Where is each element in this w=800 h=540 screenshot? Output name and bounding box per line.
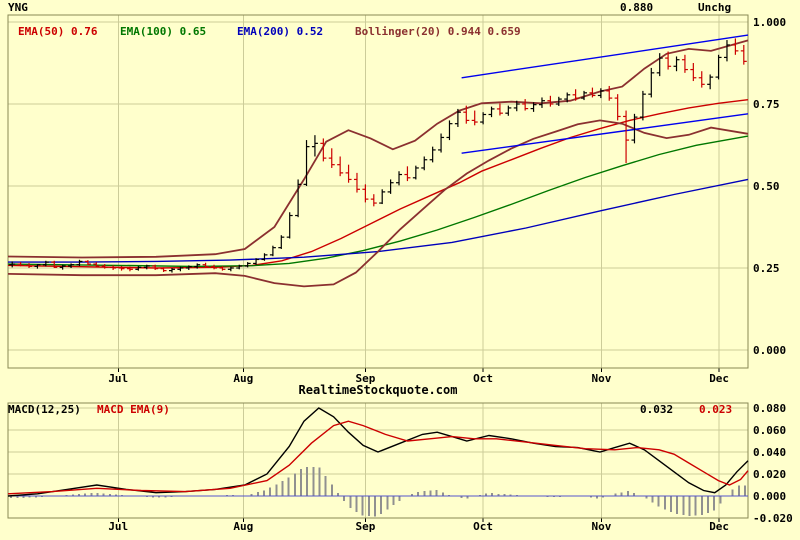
macd-histogram [10, 466, 746, 517]
macd-chart-y-axis-label: 0.080 [753, 402, 787, 415]
legend-ema50-label: EMA(50) [18, 25, 65, 38]
macd-chart-month-label: Nov [591, 520, 612, 533]
legend-ema100-label: EMA(100) [120, 25, 173, 38]
macd-chart-y-axis-label: 0.040 [753, 446, 787, 459]
macd-legend-signal: MACD EMA(9) [97, 403, 170, 416]
trendline-2 [461, 113, 749, 154]
legend-bollinger-label: Bollinger(20) [355, 25, 442, 38]
macd-legend-signal-value: 0.023 [699, 403, 733, 416]
site-caption: RealtimeStockquote.com [298, 383, 458, 397]
macd-chart-y-axis-label: -0.020 [753, 512, 793, 525]
overlay-bollinger-20-lower [7, 119, 749, 288]
price-change: Unchg [698, 1, 732, 14]
price-chart-y-axis-label: 0.000 [753, 344, 787, 357]
ticker-symbol: YNG [8, 1, 28, 14]
price-chart-month-label: Dec [709, 372, 730, 385]
legend-bollinger: Bollinger(20) 0.944 0.659 [355, 26, 521, 38]
overlay-bollinger-20-upper [7, 39, 749, 259]
price-chart-month-label: Nov [591, 372, 612, 385]
price-chart-month-label: Aug [233, 372, 254, 385]
macd-chart-y-axis-label: 0.060 [753, 424, 787, 437]
legend-ema50: EMA(50) 0.76 [18, 26, 97, 38]
overlay-ema-100- [7, 135, 749, 268]
macd-chart-month-label: Oct [473, 520, 494, 533]
price-chart-month-label: Oct [473, 372, 494, 385]
last-price: 0.880 [620, 1, 654, 14]
macd-chart-month-label: Sep [355, 520, 376, 533]
macd-chart [7, 402, 749, 522]
macd-chart-month-label: Aug [233, 520, 254, 533]
overlay-ema-50- [7, 99, 749, 269]
legend-ema200: EMA(200) 0.52 [237, 26, 323, 38]
legend-ema50-value: 0.76 [70, 25, 98, 38]
price-chart [7, 14, 749, 372]
legend-ema100-value: 0.65 [179, 25, 207, 38]
candles-layer [9, 38, 747, 273]
trendline-1 [461, 34, 749, 79]
price-chart-y-axis-label: 0.50 [753, 180, 780, 193]
price-series-layer [7, 34, 749, 288]
price-chart-y-axis-label: 1.000 [753, 16, 787, 29]
macd-legend-macd-value: 0.032 [640, 403, 674, 416]
price-chart-month-label: Sep [355, 372, 376, 385]
price-chart-y-axis-label: 0.25 [753, 262, 780, 275]
macd-chart-month-label: Jul [108, 520, 129, 533]
macd-series-macd-ema-9- [7, 420, 749, 495]
macd-legend-macd: MACD(12,25) [8, 403, 81, 416]
legend-ema100: EMA(100) 0.65 [120, 26, 206, 38]
macd-chart-month-label: Dec [709, 520, 730, 533]
price-chart-month-label: Jul [108, 372, 129, 385]
macd-chart-y-axis-label: 0.000 [753, 490, 787, 503]
legend-bollinger-value: 0.944 0.659 [447, 25, 521, 38]
macd-chart-y-axis-label: 0.020 [753, 468, 787, 481]
legend-ema200-label: EMA(200) [237, 25, 290, 38]
legend-ema200-value: 0.52 [296, 25, 324, 38]
price-chart-y-axis-label: 0.75 [753, 98, 780, 111]
